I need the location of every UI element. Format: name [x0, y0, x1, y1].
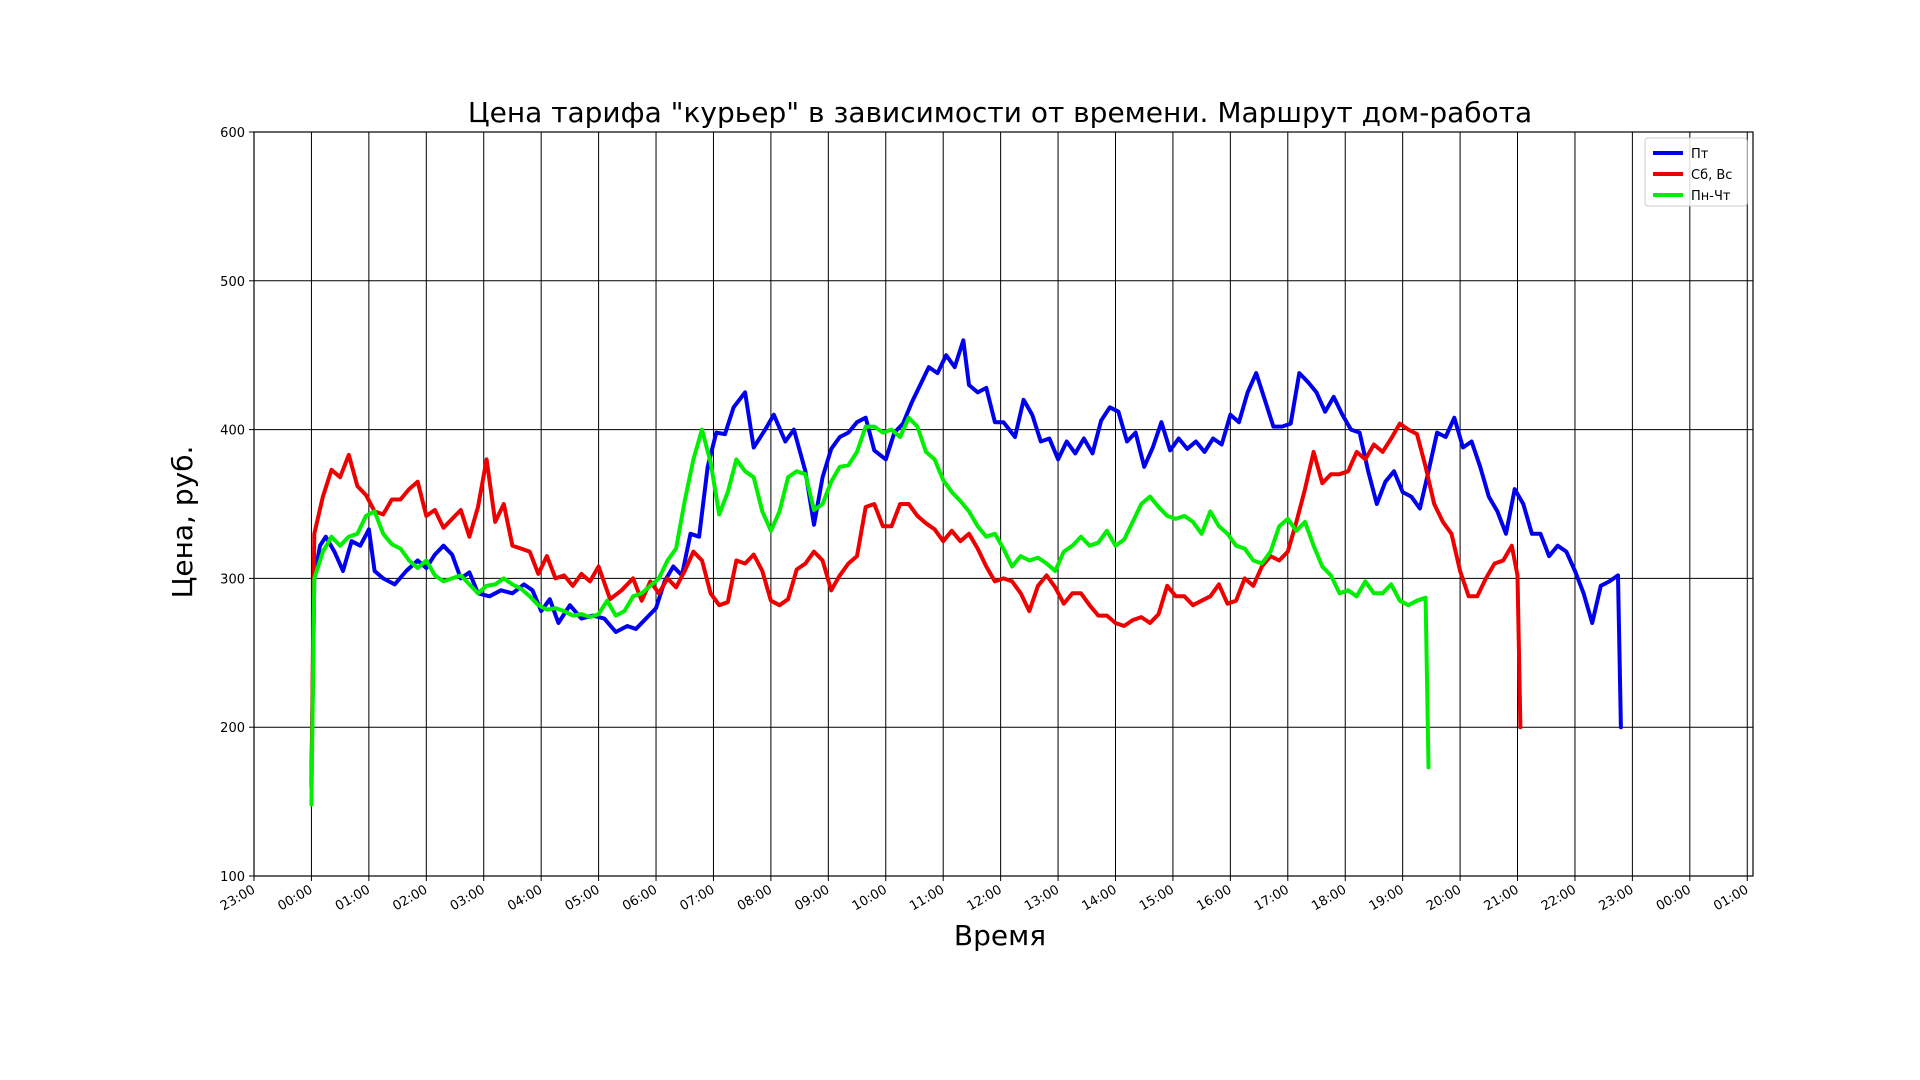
legend-label: Пн-Чт [1691, 189, 1731, 204]
series-line-0 [309, 338, 1623, 785]
x-tick-label: 01:00 [333, 882, 373, 914]
plot-frame [253, 131, 1754, 877]
x-tick-label: 04:00 [505, 882, 545, 914]
y-tick-label: 400 [220, 424, 245, 439]
legend-label: Пт [1691, 147, 1709, 162]
x-tick-label: 23:00 [1596, 882, 1636, 914]
x-tick-label: 12:00 [965, 882, 1005, 914]
axis-ticks: 100 200 300 400 500 600 23:00 00:00 01:00 02:00 03… [218, 126, 1751, 914]
x-tick-label: 00:00 [1654, 882, 1694, 914]
legend-label: Сб, Вс [1691, 168, 1732, 183]
x-tick-label: 13:00 [1022, 882, 1062, 914]
x-tick-label: 03:00 [448, 882, 488, 914]
series-line-1 [309, 421, 1523, 789]
y-tick-label: 300 [220, 572, 245, 587]
series-line-2 [309, 415, 1431, 807]
y-tick-label: 200 [220, 721, 245, 736]
x-tick-label: 09:00 [792, 882, 832, 914]
x-tick-label: 22:00 [1539, 882, 1579, 914]
x-tick-label: 14:00 [1080, 882, 1120, 914]
legend: Пт Сб, Вс Пн-Чт [1644, 137, 1748, 207]
x-tick-label: 01:00 [1711, 882, 1751, 914]
x-tick-label: 10:00 [850, 882, 890, 914]
x-tick-label: 11:00 [907, 882, 947, 914]
x-tick-label: 06:00 [620, 882, 660, 914]
x-tick-label: 21:00 [1482, 882, 1522, 914]
y-axis-title: Цена, руб. [166, 446, 199, 599]
x-tick-label: 08:00 [735, 882, 775, 914]
y-tick-label: 500 [220, 275, 245, 290]
x-tick-label: 19:00 [1367, 882, 1407, 914]
x-tick-label: 00:00 [275, 882, 315, 914]
series-layer [309, 338, 1623, 807]
x-tick-label: 20:00 [1424, 882, 1464, 914]
x-tick-label: 23:00 [218, 882, 258, 914]
y-tick-label: 100 [220, 870, 245, 885]
x-tick-label: 18:00 [1309, 882, 1349, 914]
x-tick-label: 05:00 [563, 882, 603, 914]
x-tick-label: 16:00 [1194, 882, 1234, 914]
x-tick-label: 15:00 [1137, 882, 1177, 914]
chart-title: Цена тарифа "курьер" в зависимости от вр… [468, 96, 1532, 129]
x-tick-label: 17:00 [1252, 882, 1292, 914]
x-tick-label: 02:00 [390, 882, 430, 914]
y-tick-label: 600 [220, 126, 245, 141]
x-axis-title: Время [954, 919, 1046, 952]
x-tick-label: 07:00 [678, 882, 718, 914]
